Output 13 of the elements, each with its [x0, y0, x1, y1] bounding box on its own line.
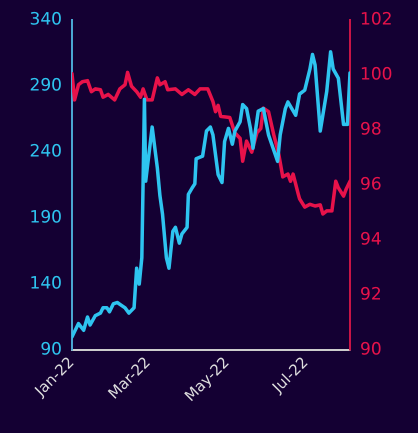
y-tick-label: 140	[30, 273, 62, 294]
y2-tick-label: 96	[360, 174, 382, 195]
y2-tick-label: 94	[360, 229, 382, 250]
y-tick-label: 190	[30, 208, 62, 228]
y2-tick-label: 98	[360, 120, 382, 140]
y-tick-label: 290	[30, 76, 62, 96]
y-tick-label: 240	[30, 142, 62, 162]
y2-tick-label: 102	[360, 10, 392, 30]
y2-tick-label: 92	[360, 284, 382, 304]
y2-tick-label: 100	[360, 64, 392, 85]
y-tick-label: 340	[30, 10, 62, 30]
y2-tick-label: 90	[360, 339, 382, 360]
y-tick-label: 90	[40, 339, 62, 360]
